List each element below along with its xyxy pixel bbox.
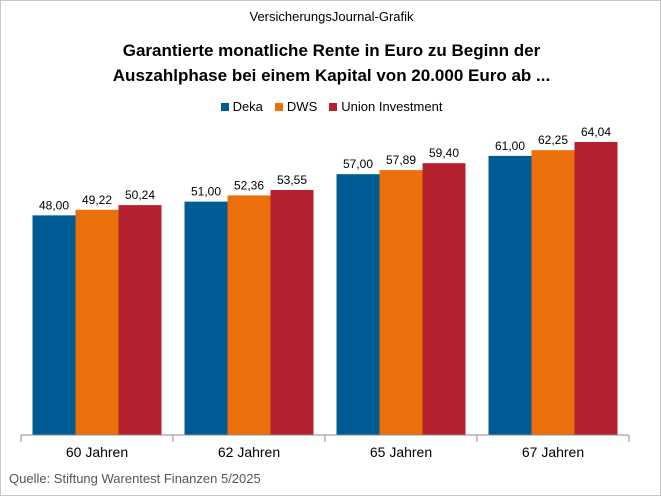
x-tick-label-2: 62 Jahren xyxy=(218,444,280,460)
legend-item-deka: Deka xyxy=(220,99,263,114)
data-label-union-investment-3: 59,40 xyxy=(429,146,459,160)
bar-union-investment-3 xyxy=(422,163,466,435)
chart-legend: Deka DWS Union Investment xyxy=(1,99,660,114)
data-label-union-investment-4: 64,04 xyxy=(581,125,611,139)
bar-dws-3 xyxy=(379,170,423,436)
legend-swatch-deka xyxy=(220,102,229,111)
chart-title-line-2: Auszahlphase bei einem Kapital von 20.00… xyxy=(112,66,551,85)
chart-title-line-1: Garantierte monatliche Rente in Euro zu … xyxy=(122,41,541,60)
header-note: VersicherungsJournal-Grafik xyxy=(249,9,414,24)
data-label-deka-2: 51,00 xyxy=(191,185,221,199)
data-label-dws-1: 49,22 xyxy=(82,193,112,207)
x-tick-label-1: 60 Jahren xyxy=(66,444,128,460)
bar-dws-2 xyxy=(227,195,271,435)
x-tick-label-4: 67 Jahren xyxy=(522,444,584,460)
data-label-deka-3: 57,00 xyxy=(343,157,373,171)
legend-swatch-dws xyxy=(274,102,283,111)
bar-deka-3 xyxy=(336,174,380,435)
data-label-dws-2: 52,36 xyxy=(234,178,264,192)
bar-union-investment-2 xyxy=(270,189,314,435)
data-label-deka-1: 48,00 xyxy=(39,198,69,212)
bar-union-investment-4 xyxy=(574,141,618,435)
data-label-deka-4: 61,00 xyxy=(495,139,525,153)
bar-deka-2 xyxy=(184,201,228,435)
bar-deka-4 xyxy=(488,155,532,435)
data-label-union-investment-1: 50,24 xyxy=(125,188,155,202)
bar-union-investment-1 xyxy=(118,205,162,435)
data-label-dws-3: 57,89 xyxy=(386,153,416,167)
legend-label-deka: Deka xyxy=(232,99,263,114)
legend-item-union-investment: Union Investment xyxy=(329,99,442,114)
source-note: Quelle: Stiftung Warentest Finanzen 5/20… xyxy=(9,471,261,486)
data-label-dws-4: 62,25 xyxy=(538,133,568,147)
bar-dws-1 xyxy=(75,209,119,435)
bar-deka-1 xyxy=(32,215,76,435)
legend-label-dws: DWS xyxy=(286,99,318,114)
legend-swatch-union-investment xyxy=(329,102,338,111)
x-tick-label-3: 65 Jahren xyxy=(370,444,432,460)
data-label-union-investment-2: 53,55 xyxy=(277,173,307,187)
legend-item-dws: DWS xyxy=(274,99,318,114)
bar-dws-4 xyxy=(531,150,575,435)
chart-title: Garantierte monatliche Rente in Euro zu … xyxy=(31,38,632,88)
legend-label-union-investment: Union Investment xyxy=(341,99,443,114)
